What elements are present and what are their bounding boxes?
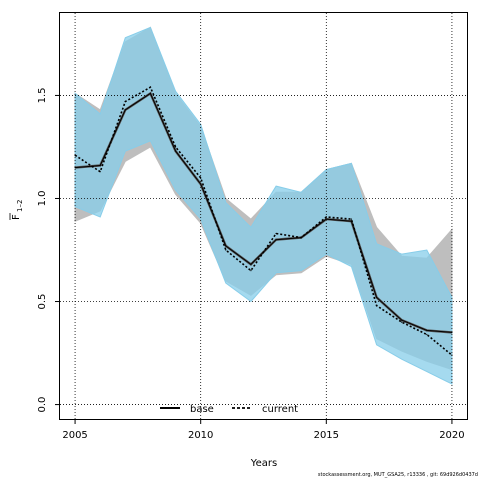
plot-frame — [59, 12, 468, 420]
point-base-2013 — [275, 239, 277, 241]
y-tick-label-0: 0.0 — [37, 397, 48, 413]
line-current — [74, 86, 453, 356]
point-current-2006 — [99, 171, 101, 173]
source-caption: stockassessment.org, MUT_GSA25, r13336 ,… — [317, 472, 478, 478]
point-base-2010 — [200, 183, 202, 185]
point-base-2020 — [451, 331, 453, 334]
y-tick-label-0.5: 0.5 — [37, 294, 48, 310]
x-tick-label-2005: 2005 — [62, 430, 87, 441]
point-base-2015 — [325, 218, 327, 220]
point-current-2019 — [426, 333, 428, 336]
point-base-2007 — [124, 109, 126, 111]
point-base-2018 — [401, 319, 403, 321]
point-current-2012 — [250, 270, 252, 272]
point-current-2010 — [200, 177, 202, 179]
y-axis: 0.0 0.5 1.0 1.5 — [37, 87, 60, 413]
point-current-2013 — [275, 232, 277, 235]
point-current-2011 — [225, 249, 227, 251]
x-axis-label: Years — [250, 458, 277, 469]
point-current-2014 — [300, 237, 302, 239]
series-lines — [74, 86, 453, 356]
point-current-2009 — [174, 146, 177, 148]
x-tick-label-2020: 2020 — [439, 430, 464, 441]
y-axis-label-subscript: 1–2 — [16, 200, 24, 212]
point-base-2009 — [174, 150, 177, 152]
point-base-2011 — [225, 245, 227, 247]
legend-label-current: current — [262, 404, 298, 415]
point-base-2006 — [99, 164, 101, 167]
y-tick-label-1.5: 1.5 — [37, 87, 48, 103]
point-current-2016 — [350, 218, 353, 220]
point-base-2019 — [426, 329, 428, 331]
point-base-2012 — [250, 263, 252, 266]
x-tick-label-2010: 2010 — [188, 430, 213, 441]
x-axis: 2005 2010 2015 2020 — [62, 419, 465, 441]
legend-label-base: base — [190, 404, 214, 415]
point-current-2015 — [325, 216, 327, 218]
point-current-2018 — [401, 321, 403, 323]
x-tick-label-2015: 2015 — [314, 430, 339, 441]
point-current-2008 — [149, 86, 152, 88]
point-base-2005 — [74, 166, 76, 169]
y-axis-label: F 1–2 — [9, 200, 24, 220]
y-axis-label-main: F — [11, 214, 22, 220]
point-base-2017 — [375, 296, 378, 299]
point-current-2007 — [124, 101, 126, 103]
point-current-2017 — [375, 305, 378, 307]
point-current-2005 — [74, 154, 76, 156]
legend: base current — [160, 404, 298, 415]
point-current-2020 — [451, 354, 453, 356]
confidence-bands — [74, 26, 453, 385]
point-base-2008 — [149, 92, 152, 94]
grid-lines — [60, 13, 467, 419]
y-tick-label-1: 1.0 — [37, 191, 48, 207]
band-current — [74, 26, 453, 385]
